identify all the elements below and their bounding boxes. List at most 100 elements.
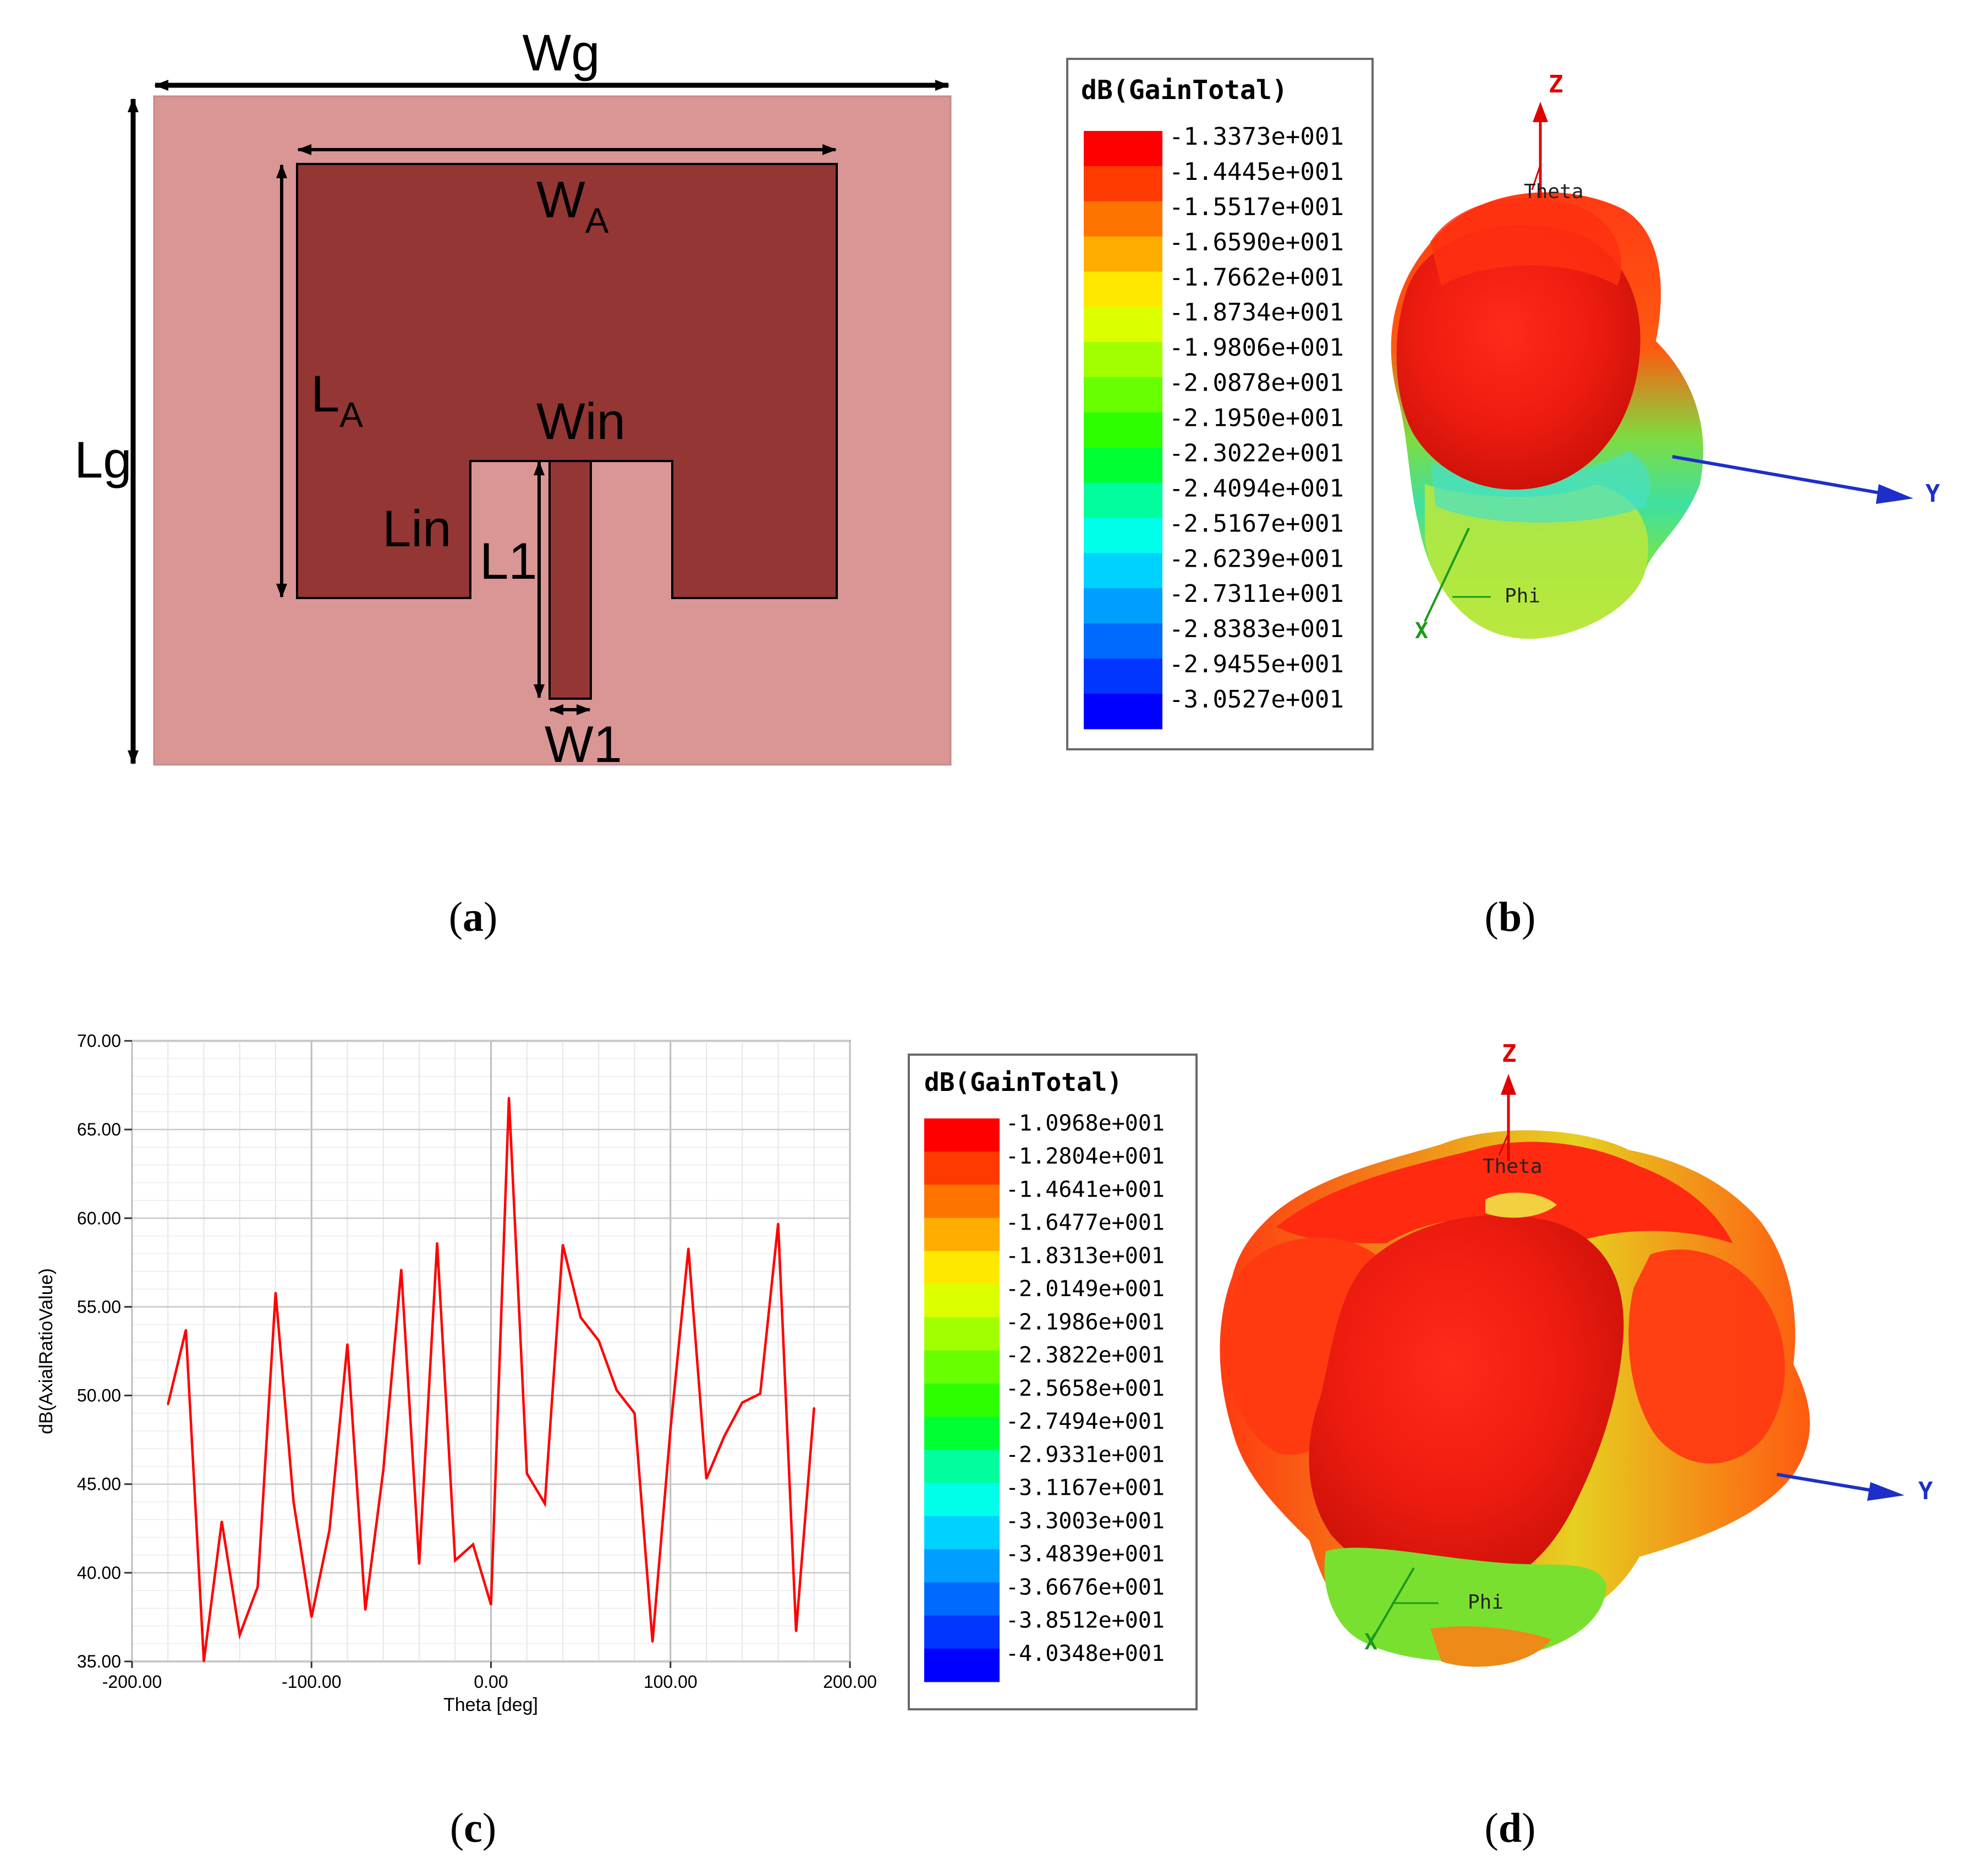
x-tick-label: 200.00 (823, 1672, 877, 1692)
legend-b-swatch (1084, 447, 1162, 483)
legend-d-swatch (924, 1417, 1000, 1450)
panel-d-3d-gain: dB(GainTotal) -1.0968e+001-1.2804e+001-1… (908, 1040, 1933, 1851)
series-point (418, 1563, 420, 1565)
legend-b-value: -2.7311e+001 (1169, 580, 1344, 608)
x-tick-label: -200.00 (102, 1672, 162, 1692)
legend-d-swatch (924, 1317, 1000, 1351)
y-label-b: Y (1925, 480, 1940, 508)
legend-b-swatch (1084, 236, 1162, 272)
legend-d-value: -3.3003e+001 (1006, 1509, 1165, 1534)
legend-d-value: -3.6676e+001 (1006, 1575, 1165, 1600)
legend-b-swatch (1084, 306, 1162, 343)
series-point (705, 1478, 707, 1480)
legend-d-swatches (924, 1118, 1000, 1682)
legend-d-value: -3.4839e+001 (1006, 1542, 1165, 1567)
caption-c: (c) (450, 1805, 496, 1851)
label-wa: WA (536, 171, 609, 240)
label-wg: Wg (523, 24, 600, 81)
legend-d-title: dB(GainTotal) (924, 1067, 1122, 1097)
label-win: Win (536, 392, 625, 450)
radiation-pattern-d: Z Theta Y X Phi (1220, 1040, 1933, 1667)
legend-b-swatch (1084, 659, 1162, 694)
radiation-pattern-b: Z Theta Y X Phi (1391, 70, 1940, 644)
legend-d-value: -4.0348e+001 (1006, 1641, 1165, 1666)
pattern-d-main-lobe (1309, 1215, 1624, 1591)
series-point (597, 1340, 600, 1342)
legend-b-swatch (1084, 694, 1162, 729)
y-tick-label: 65.00 (77, 1120, 121, 1139)
panel-a-antenna-geometry: Wg Lg WA LA Win Lin L1 W1 (a) (74, 24, 952, 940)
legend-b: dB(GainTotal) -1.3373e+001-1.4445e+001-1… (1066, 58, 1374, 750)
series-group (167, 1096, 816, 1663)
legend-d-swatch (924, 1284, 1000, 1318)
legend-b-swatch (1084, 518, 1162, 553)
legend-d-swatch (924, 1450, 1000, 1484)
legend-d-swatch (924, 1615, 1000, 1649)
pattern-d-top-dimple (1485, 1192, 1557, 1218)
x-tick-labels: -200.00 -100.00 0.00 100.00 200.00 (102, 1661, 877, 1692)
y-tick-label: 40.00 (77, 1563, 121, 1583)
pattern-d-top-dome (1276, 1142, 1733, 1243)
y-tick-label: 35.00 (77, 1652, 121, 1671)
series-point (293, 1501, 295, 1503)
legend-b-value: -2.9455e+001 (1169, 650, 1344, 678)
label-lg: Lg (74, 431, 132, 489)
caption-a: (a) (449, 894, 498, 940)
y-axis-b-head (1876, 484, 1913, 504)
legend-b-value: -2.8383e+001 (1169, 615, 1344, 643)
y-label-d: Y (1918, 1477, 1933, 1505)
legend-d-value: -1.4641e+001 (1006, 1177, 1165, 1202)
pattern-d-bottom-lobe (1324, 1548, 1606, 1661)
phi-label-d: Phi (1468, 1591, 1503, 1614)
legend-d-labels: -1.0968e+001 -1.2804e+001 -1.4641e+001 -1.6… (1006, 1111, 1165, 1666)
legend-d-value: -2.5658e+001 (1006, 1376, 1165, 1401)
series-point (723, 1435, 726, 1438)
series-point (328, 1529, 331, 1531)
x-axis-d (1374, 1567, 1415, 1635)
legend-d-value: -2.9331e+001 (1006, 1442, 1165, 1467)
y-axis-b (1672, 455, 1893, 497)
x-axis-b (1424, 528, 1470, 622)
series-point (275, 1292, 277, 1294)
legend-b-swatch (1084, 553, 1162, 589)
z-label-b: Z (1549, 70, 1563, 98)
legend-d-value: -1.6477e+001 (1006, 1210, 1165, 1236)
legend-d-value: -2.1986e+001 (1006, 1309, 1165, 1335)
feed-line (548, 460, 592, 700)
legend-d-swatch (924, 1516, 1000, 1550)
legend-b-swatch (1084, 377, 1162, 413)
legend-b-swatch (1084, 588, 1162, 624)
series-point (651, 1641, 654, 1643)
x-label-d: X (1364, 1630, 1378, 1655)
series-point (256, 1586, 259, 1588)
theta-label-b: Theta (1524, 180, 1583, 203)
legend-b-value: -2.5167e+001 (1169, 509, 1344, 537)
pattern-b-main-lobe (1396, 224, 1640, 490)
series-point (580, 1317, 582, 1319)
legend-b-labels: -1.3373e+001 -1.4445e+001 -1.5517e+001 -1.6… (1169, 123, 1344, 714)
legend-d-swatch (924, 1350, 1000, 1384)
series-point (185, 1329, 187, 1331)
legend-d-value: -3.1167e+001 (1006, 1475, 1165, 1501)
legend-b-swatch (1084, 412, 1162, 448)
y-tick-labels: 35.00 40.00 45.00 50.00 55.00 60.00 65.00 70.00 (77, 1031, 132, 1671)
legend-b-swatch (1084, 623, 1162, 659)
legend-d-swatch (924, 1483, 1000, 1517)
theta-line-d (1498, 1133, 1510, 1156)
series-point (436, 1242, 438, 1244)
legend-d-swatch (924, 1250, 1000, 1285)
x-label-b: X (1415, 618, 1428, 644)
legend-d-value: -1.0968e+001 (1006, 1111, 1165, 1136)
series-point (670, 1428, 672, 1430)
x-tick-label: 0.00 (474, 1672, 508, 1692)
series-point (687, 1247, 689, 1249)
legend-b-value: -2.0878e+001 (1169, 369, 1344, 397)
legend-b-swatch (1084, 131, 1162, 167)
series-point (400, 1269, 402, 1271)
series-point (221, 1520, 223, 1522)
series-point (634, 1412, 635, 1414)
legend-b-value: -1.4445e+001 (1169, 158, 1344, 186)
series-point (562, 1244, 564, 1246)
legend-b-value: -1.5517e+001 (1169, 193, 1344, 221)
y-tick-label: 70.00 (77, 1031, 121, 1051)
